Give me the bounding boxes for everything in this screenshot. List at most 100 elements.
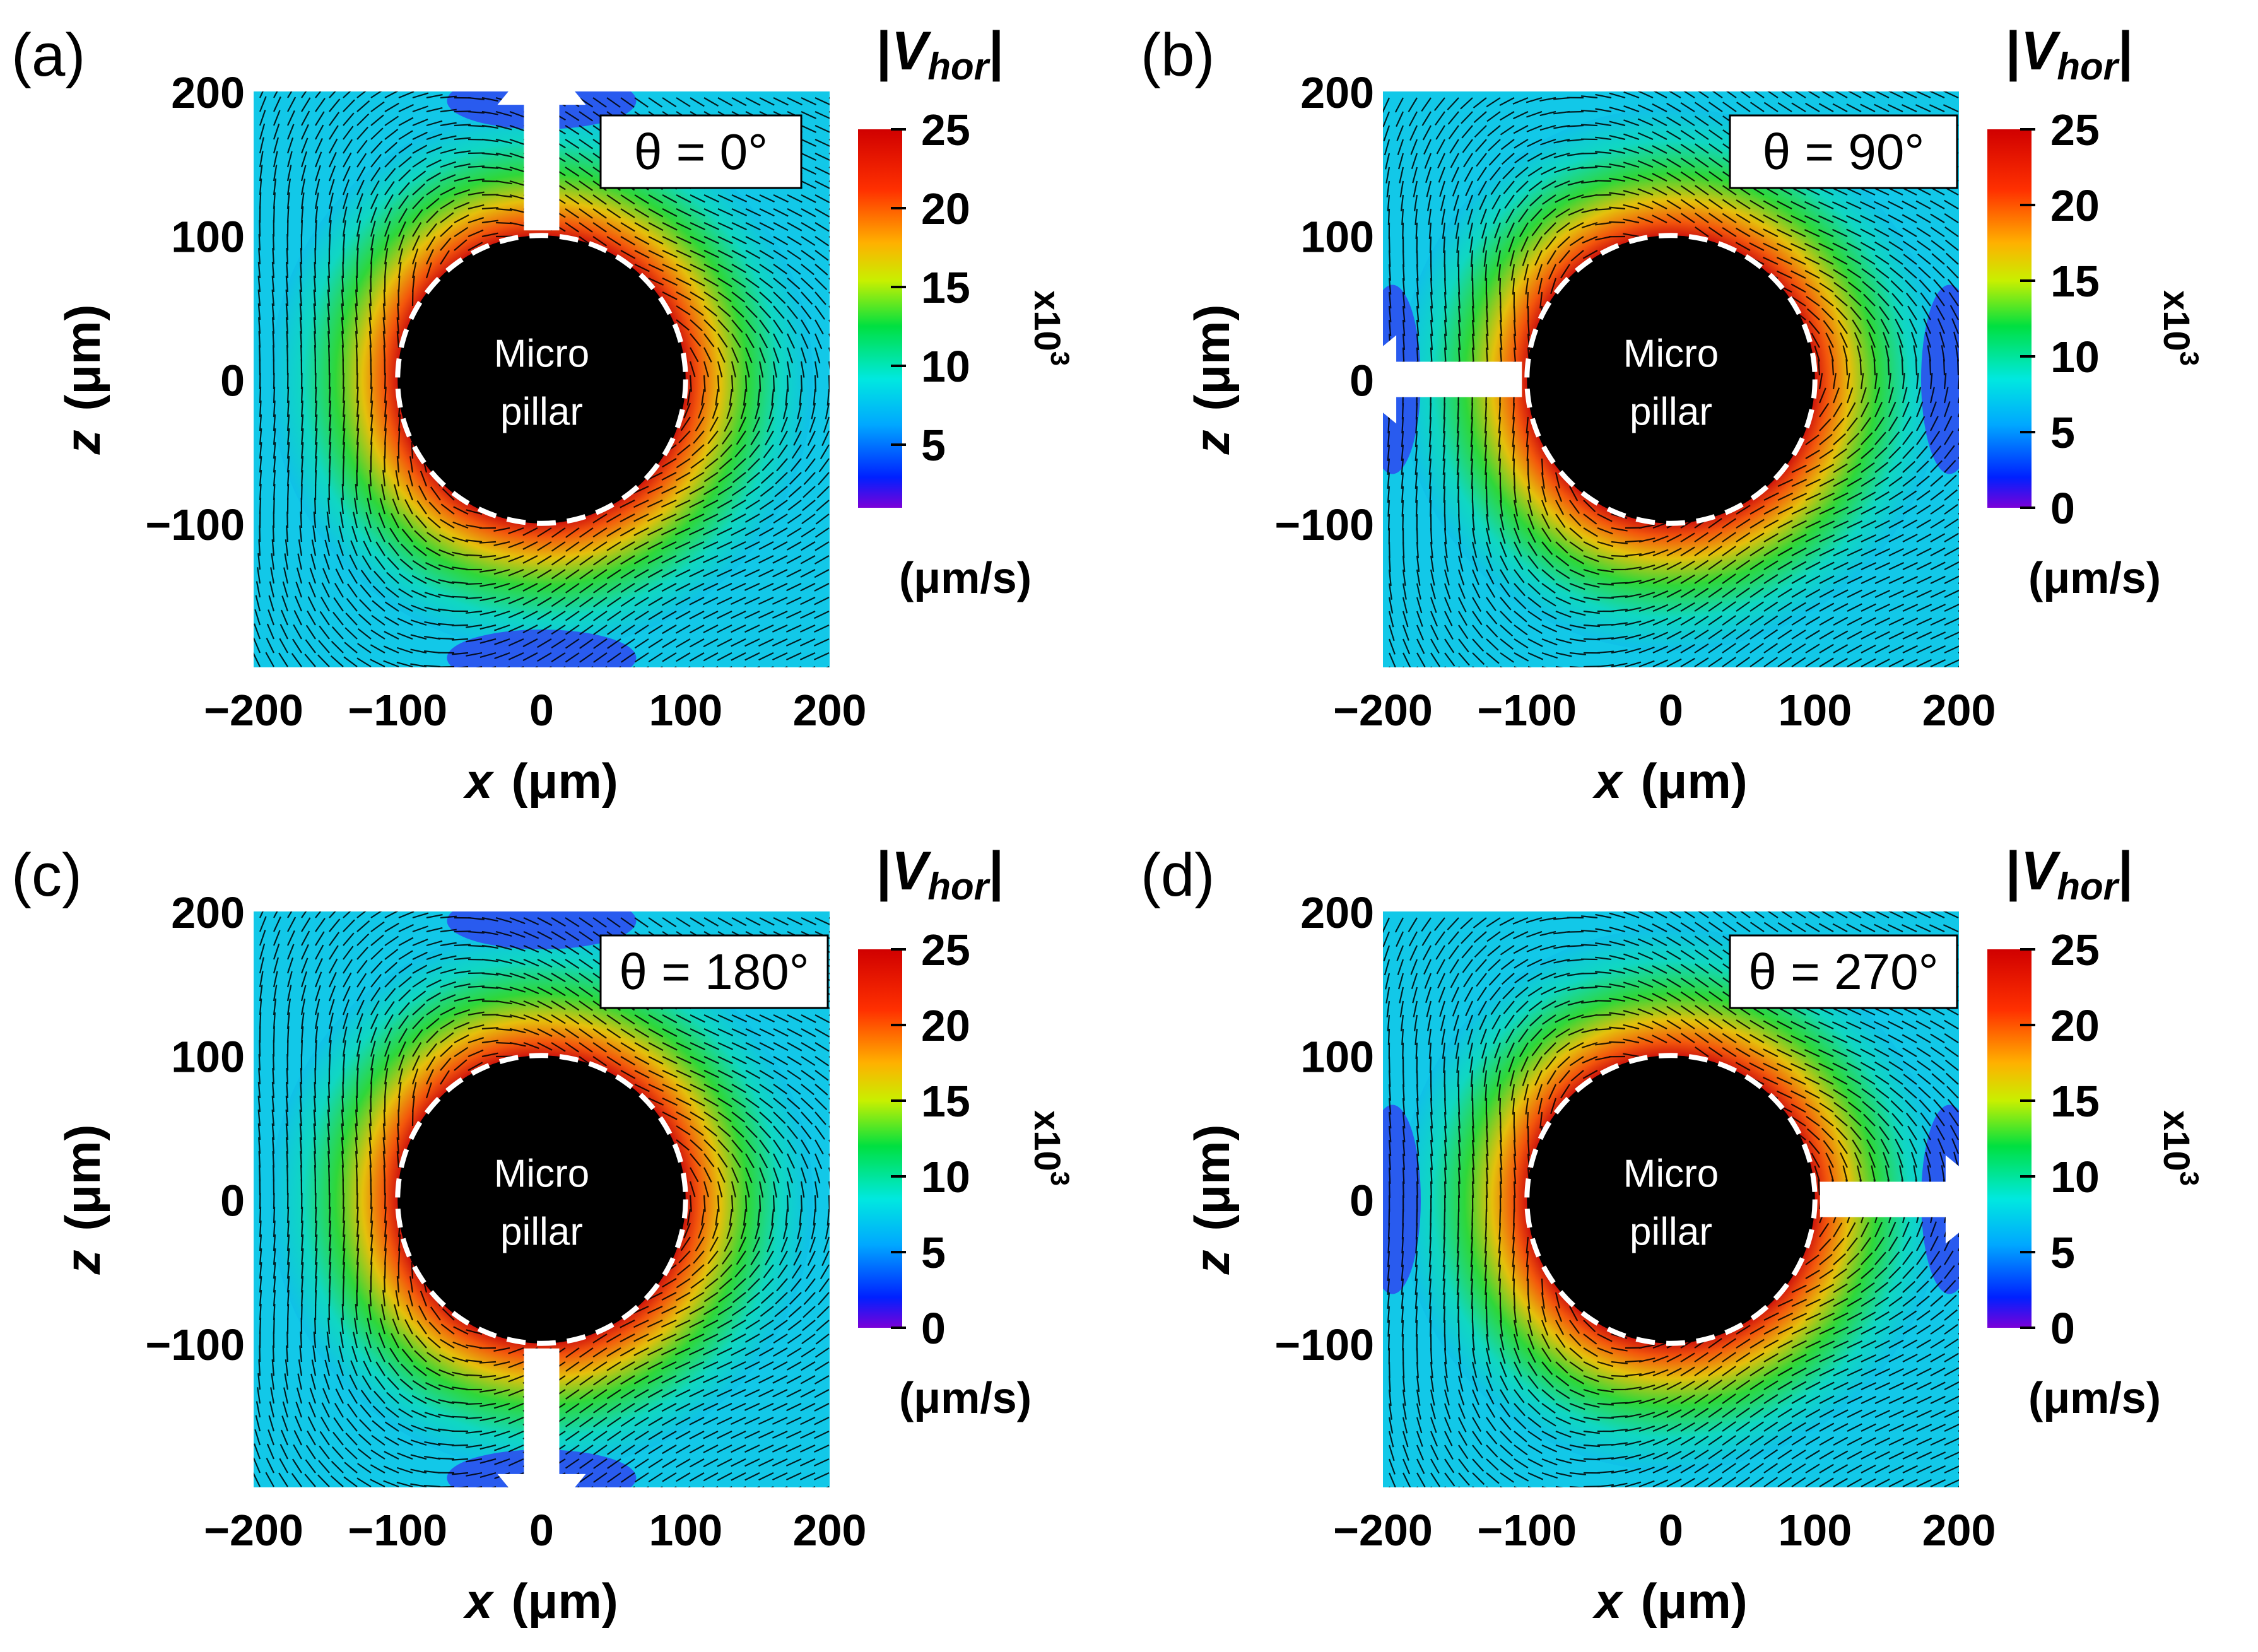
vector-arrow <box>341 289 344 307</box>
vector-arrow <box>799 1431 816 1439</box>
vector-arrow <box>717 624 732 633</box>
vector-arrow <box>1437 153 1445 169</box>
vector-arrow <box>466 638 483 643</box>
vector-arrow <box>334 1403 344 1418</box>
vector-arrow <box>634 638 649 649</box>
vector-arrow <box>356 1192 358 1210</box>
vector-arrow <box>1944 213 1959 223</box>
vector-arrow <box>299 1110 303 1127</box>
vector-arrow <box>1791 296 1806 307</box>
vector-arrow <box>1447 111 1459 125</box>
vector-arrow <box>674 666 677 667</box>
vector-arrow <box>1416 1347 1418 1365</box>
vector-arrow <box>369 1164 372 1182</box>
vector-arrow <box>816 486 830 499</box>
vector-arrow <box>1638 578 1655 585</box>
vector-arrow <box>1835 307 1848 320</box>
vector-arrow <box>356 911 367 918</box>
vector-arrow <box>676 291 691 301</box>
vector-arrow <box>1583 1402 1600 1408</box>
vector-arrow <box>1888 505 1904 515</box>
vector-arrow <box>1443 1222 1446 1240</box>
vector-arrow <box>1749 228 1765 237</box>
vector-arrow <box>1846 242 1862 251</box>
vector-arrow <box>328 1234 332 1251</box>
vector-arrow <box>1541 1403 1556 1414</box>
vector-arrow <box>1637 202 1654 210</box>
colorbar-multiplier-exp: 3 <box>1045 1171 1075 1186</box>
vector-arrow <box>1447 931 1459 945</box>
vector-arrow <box>593 583 608 594</box>
vector-arrow <box>328 179 335 196</box>
vector-arrow <box>1527 583 1541 595</box>
vector-arrow <box>828 125 830 127</box>
vector-arrow <box>565 569 580 580</box>
vector-arrow <box>1440 1014 1446 1031</box>
vector-arrow <box>677 444 691 456</box>
vector-arrow <box>257 1096 261 1113</box>
vector-arrow <box>1623 147 1640 155</box>
vector-arrow <box>403 513 413 529</box>
vector-arrow <box>372 600 385 612</box>
vector-arrow <box>1409 125 1418 141</box>
vector-arrow <box>1597 568 1614 573</box>
vector-arrow <box>273 1262 276 1279</box>
vector-arrow <box>342 1262 346 1279</box>
colorbar-tick-label: 5 <box>2050 408 2075 457</box>
vector-arrow <box>1583 1320 1596 1333</box>
vector-arrow <box>465 596 483 600</box>
vector-arrow <box>1514 153 1529 164</box>
vector-arrow <box>1408 97 1418 112</box>
vector-arrow <box>800 1403 816 1412</box>
vector-arrow <box>1609 206 1626 210</box>
vector-arrow <box>618 1486 621 1487</box>
vector-arrow <box>493 541 510 546</box>
vector-arrow <box>801 319 811 334</box>
vector-arrow <box>1401 1292 1404 1309</box>
vector-arrow <box>773 250 788 260</box>
vector-arrow <box>1529 194 1543 207</box>
vector-arrow <box>702 541 719 549</box>
vector-arrow <box>1694 629 1709 640</box>
vector-arrow <box>1514 624 1528 636</box>
vector-arrow <box>286 192 290 209</box>
vector-arrow <box>426 197 440 209</box>
vector-arrow <box>1594 208 1612 211</box>
vector-arrow <box>1401 1264 1404 1281</box>
vector-arrow <box>301 97 311 112</box>
vector-arrow <box>365 1332 372 1349</box>
vector-arrow <box>307 610 316 626</box>
vector-arrow <box>1874 590 1891 598</box>
vector-arrow <box>620 194 635 205</box>
vector-arrow <box>493 1402 510 1409</box>
vector-arrow <box>744 1444 760 1453</box>
vector-arrow <box>648 1458 663 1468</box>
vector-arrow <box>820 444 830 459</box>
vector-arrow <box>1527 1292 1531 1309</box>
vector-arrow <box>703 361 710 378</box>
vector-arrow <box>732 1292 746 1303</box>
vector-arrow <box>440 518 455 529</box>
vector-arrow <box>286 1248 290 1265</box>
vector-arrow <box>1790 243 1806 251</box>
vector-arrow <box>509 221 526 227</box>
vector-arrow <box>745 1084 760 1094</box>
vector-arrow <box>606 541 621 551</box>
vector-arrow <box>300 414 304 431</box>
vector-arrow <box>648 250 664 259</box>
vector-arrow <box>1430 1139 1433 1156</box>
vector-arrow <box>772 375 775 392</box>
vector-arrow <box>787 1084 801 1095</box>
vector-arrow <box>1430 569 1435 586</box>
vector-arrow <box>745 1320 760 1330</box>
vector-arrow <box>1708 518 1722 529</box>
vector-arrow <box>1874 103 1890 112</box>
vector-arrow <box>1722 629 1736 640</box>
vector-arrow <box>1514 638 1529 649</box>
y-axis-unit: (μm) <box>1184 304 1240 411</box>
vector-arrow <box>1861 91 1876 98</box>
vector-arrow <box>809 1236 816 1253</box>
vector-arrow <box>522 597 538 606</box>
vector-arrow <box>662 291 678 300</box>
vector-arrow <box>1555 1472 1572 1477</box>
